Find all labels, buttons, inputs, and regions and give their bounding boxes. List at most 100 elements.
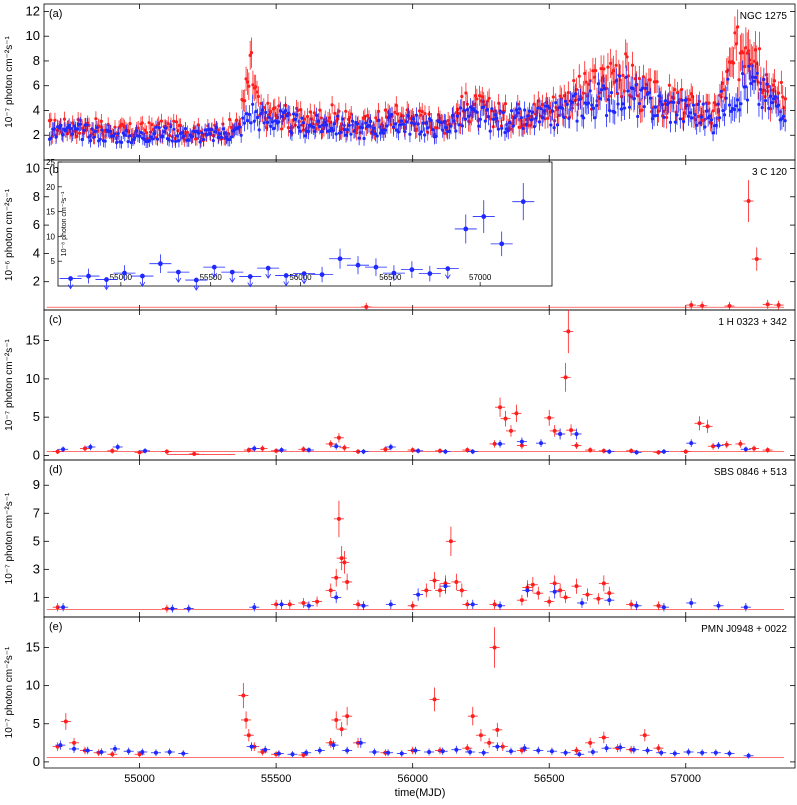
data-point xyxy=(596,596,601,601)
data-point xyxy=(377,118,381,122)
data-point xyxy=(273,119,278,123)
data-point xyxy=(718,116,722,120)
data-point xyxy=(403,130,407,134)
data-point xyxy=(259,111,263,116)
inset-x-tick-label: 55500 xyxy=(200,273,223,282)
inset-data-point xyxy=(481,214,487,219)
inset-arrow-head xyxy=(193,285,200,291)
data-point xyxy=(334,575,339,580)
data-point xyxy=(585,592,590,597)
data-point xyxy=(553,119,557,123)
data-point xyxy=(649,96,653,100)
data-point xyxy=(300,116,304,120)
series-blue xyxy=(58,578,751,613)
inset-data-point xyxy=(247,274,253,279)
data-point xyxy=(691,103,696,107)
data-point xyxy=(459,588,464,593)
data-point xyxy=(477,94,482,98)
data-point xyxy=(399,751,404,756)
data-point xyxy=(579,600,584,605)
data-point xyxy=(596,82,600,86)
data-point xyxy=(667,83,671,87)
data-point xyxy=(143,128,147,132)
data-point xyxy=(69,126,73,131)
panel-tag: (e) xyxy=(49,621,62,633)
data-point xyxy=(95,125,99,130)
data-point xyxy=(744,85,748,89)
y-tick-label: 3 xyxy=(33,561,40,576)
data-point xyxy=(426,126,430,130)
data-point xyxy=(511,124,515,128)
data-point xyxy=(672,751,677,756)
y-tick-label: 0 xyxy=(33,754,40,769)
series-blue xyxy=(55,737,754,759)
data-point xyxy=(732,107,736,112)
inset-data-point xyxy=(520,199,526,205)
data-point xyxy=(566,90,570,95)
inset: 5 10 15 20 25 55000 55500 56000 56500 57000 10⁻⁸ p… xyxy=(46,158,553,291)
data-point xyxy=(444,125,448,130)
data-point xyxy=(588,89,592,93)
data-point xyxy=(393,110,397,114)
data-point xyxy=(680,87,684,92)
data-point xyxy=(584,80,588,84)
data-point xyxy=(247,84,251,88)
panel-e: 0 5 10 15 55000 55500 56000 56500 57000 (e) PMN J0… xyxy=(4,616,796,785)
data-point xyxy=(419,130,424,134)
data-point xyxy=(552,589,557,594)
data-point xyxy=(173,136,177,141)
data-point xyxy=(296,125,301,129)
data-point xyxy=(339,556,344,561)
data-point xyxy=(150,122,154,127)
inset-data-point xyxy=(157,261,163,267)
data-point xyxy=(477,124,481,128)
data-point xyxy=(293,117,297,121)
source-name: 1 H 0323 + 342 xyxy=(718,317,787,328)
x-axis-label: time(MJD) xyxy=(395,787,446,799)
data-point xyxy=(634,603,639,608)
data-point xyxy=(459,106,463,110)
data-point xyxy=(360,126,365,130)
data-point xyxy=(206,127,211,132)
data-point xyxy=(695,123,699,127)
panel-tag: (a) xyxy=(49,8,62,20)
panel-a: 2 4 6 8 10 12 (a) NGC 1275 10⁻⁷ photon cm⁻²s⁻¹ xyxy=(4,3,796,161)
data-point xyxy=(301,121,306,125)
data-point xyxy=(394,103,398,107)
data-point xyxy=(389,123,393,127)
data-point xyxy=(385,124,389,128)
data-point xyxy=(613,110,617,114)
data-point xyxy=(487,96,491,100)
data-point xyxy=(406,114,410,118)
data-point xyxy=(753,48,758,52)
data-point xyxy=(562,115,566,120)
data-point xyxy=(162,130,166,134)
data-point xyxy=(519,598,524,603)
data-point xyxy=(361,449,366,454)
data-point xyxy=(604,113,609,118)
data-point xyxy=(503,102,508,106)
data-point xyxy=(372,126,376,130)
data-point xyxy=(534,116,538,120)
data-point xyxy=(618,78,622,82)
data-point xyxy=(636,94,640,98)
inset-arrow-head xyxy=(265,273,272,279)
data-point xyxy=(490,107,494,111)
data-point xyxy=(601,735,606,740)
data-point xyxy=(269,110,273,114)
data-point xyxy=(767,106,771,110)
inset-arrow-head xyxy=(283,281,289,287)
data-point xyxy=(473,94,478,98)
data-point xyxy=(61,605,66,610)
data-point xyxy=(749,81,753,86)
data-point xyxy=(119,140,124,144)
data-point xyxy=(442,119,446,124)
data-point xyxy=(416,122,420,126)
y-axis-label: 10⁻⁷ photon cm⁻²s⁻¹ xyxy=(4,338,15,430)
data-point xyxy=(213,130,217,134)
data-point xyxy=(650,117,655,121)
data-point xyxy=(364,304,369,309)
data-point xyxy=(689,92,693,96)
data-point xyxy=(87,135,91,139)
y-axis-label: 10⁻⁷ photon cm⁻²s⁻¹ xyxy=(4,35,15,127)
